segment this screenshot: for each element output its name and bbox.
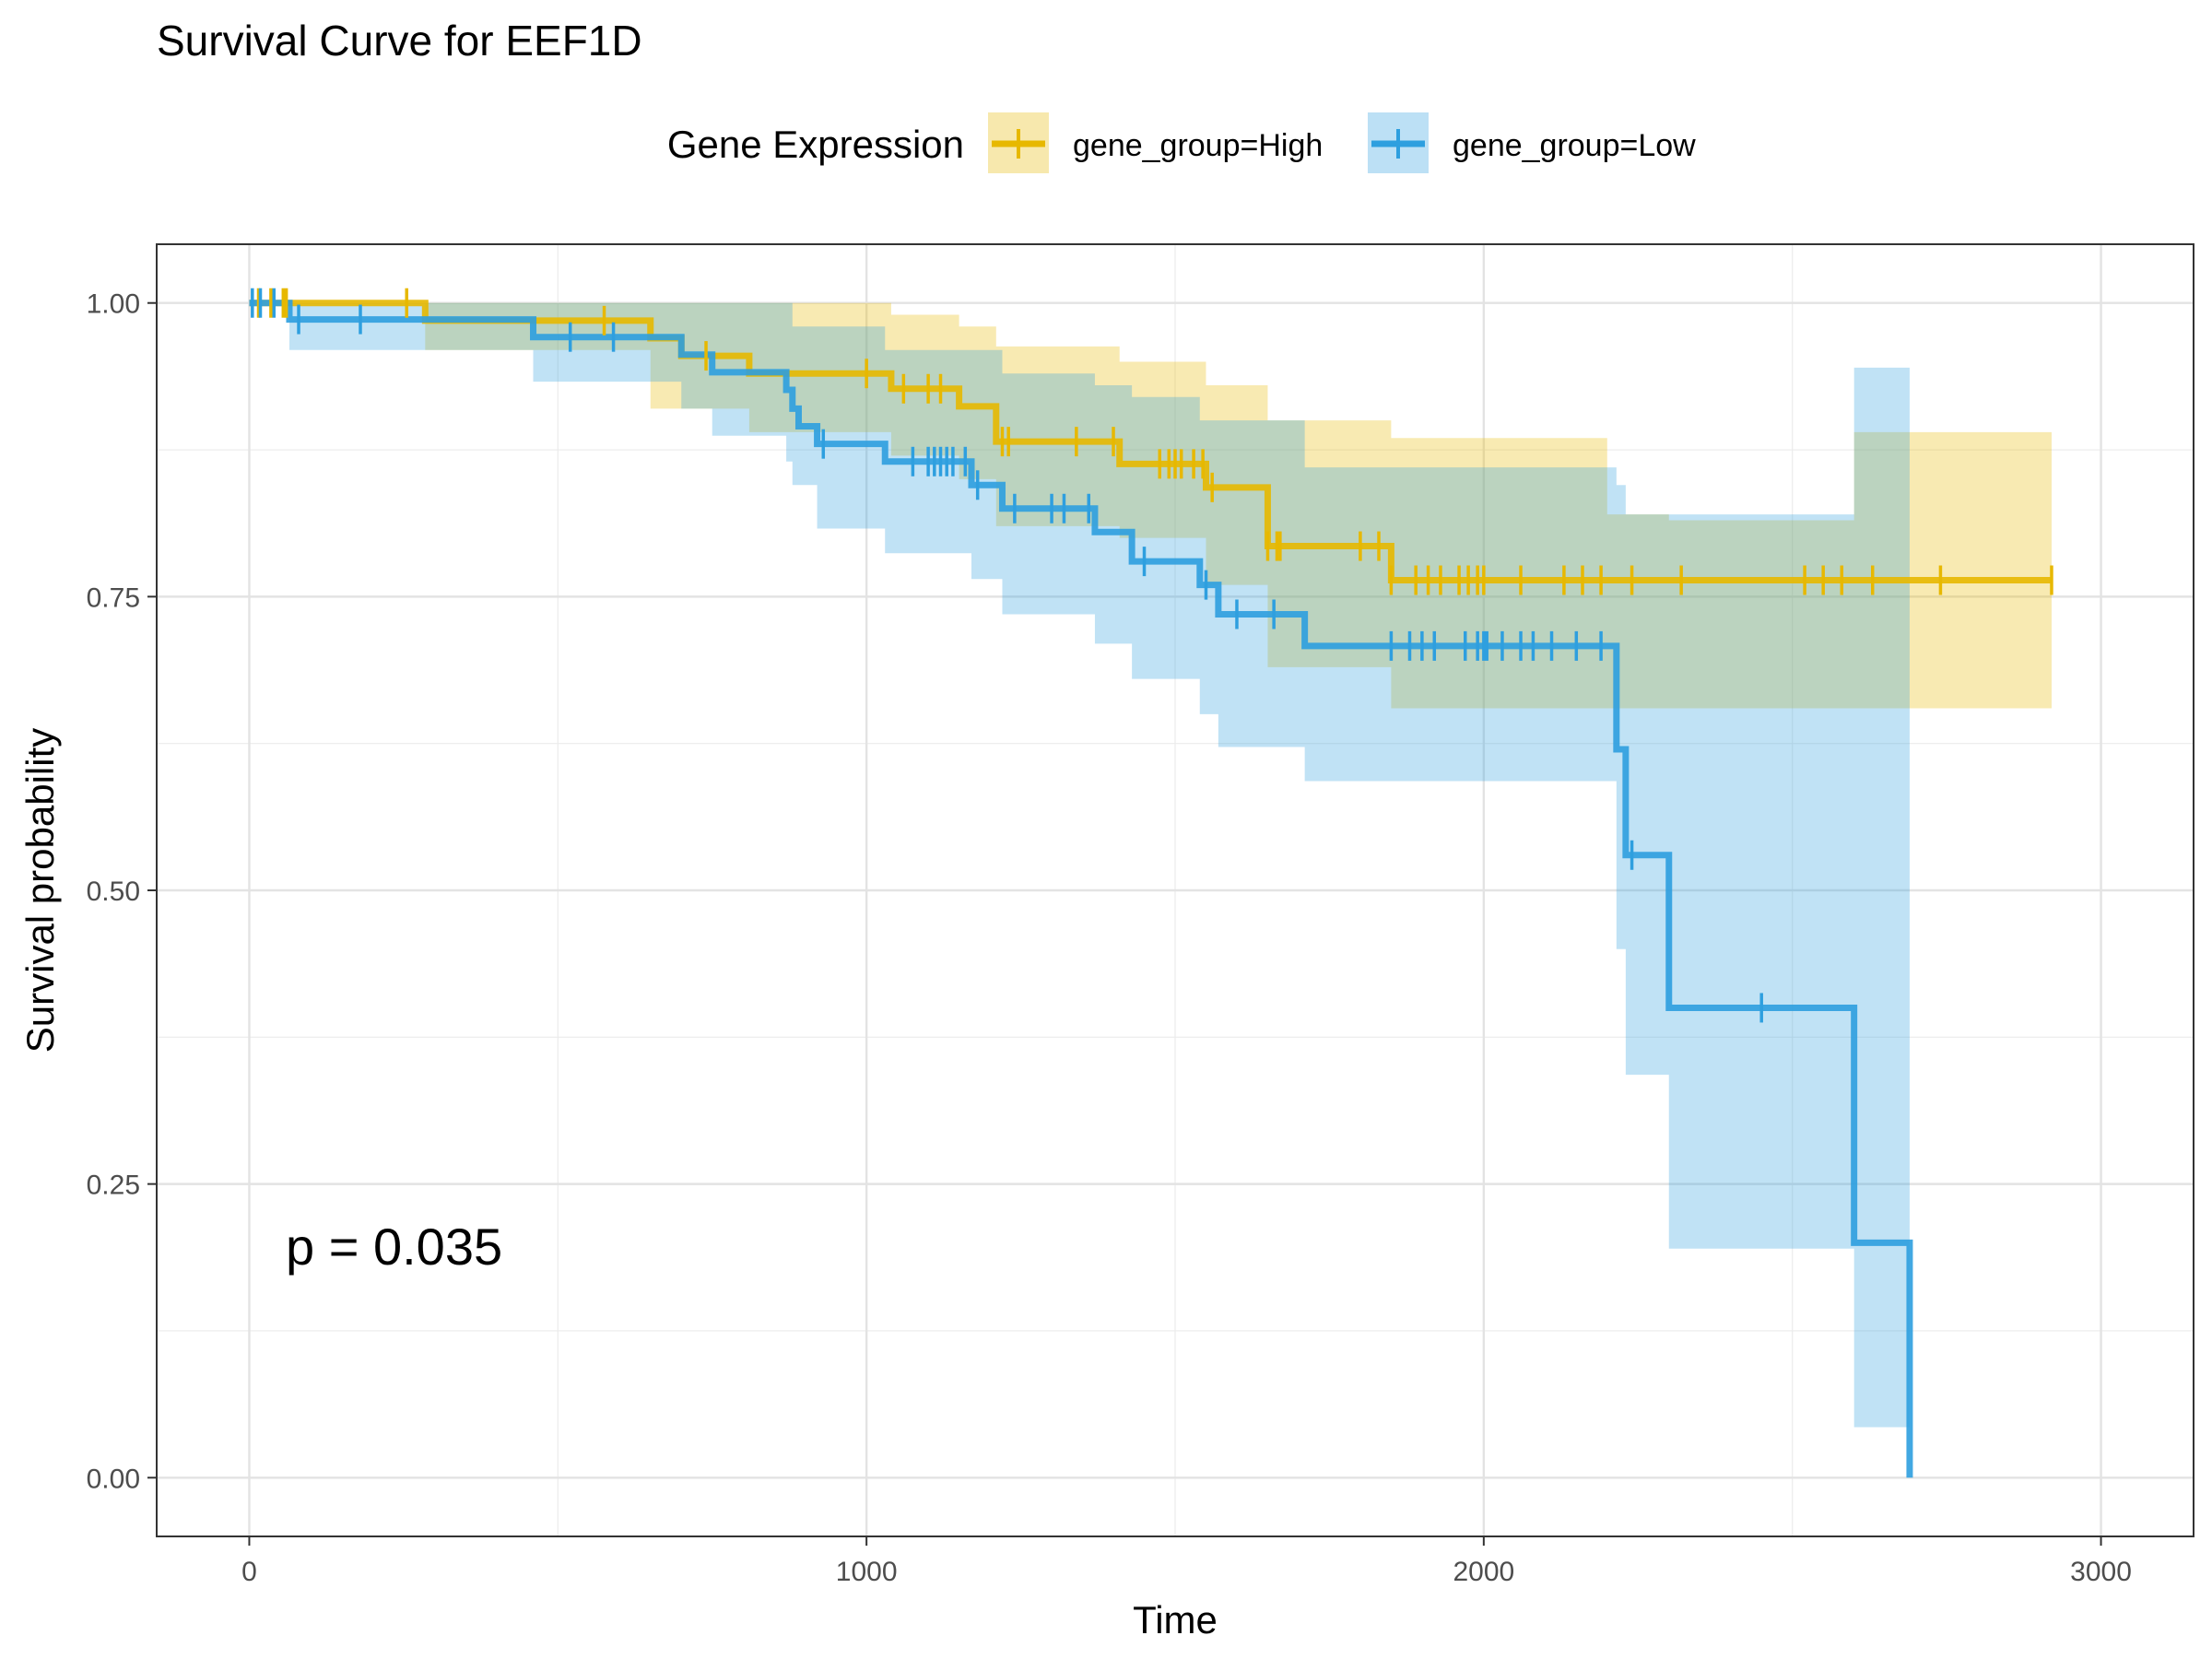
y-tick-label: 0.25 (87, 1171, 140, 1201)
y-tick-label: 1.00 (87, 289, 140, 320)
survival-lines (249, 300, 2052, 1478)
chart-title: Survival Curve for EEF1D (157, 17, 642, 65)
legend-label-high: gene_group=High (1073, 128, 1323, 163)
survival-line-low (249, 300, 1913, 1478)
legend: Gene Expression gene_group=High gene_gro… (667, 112, 1696, 173)
legend-label-low: gene_group=Low (1453, 128, 1696, 163)
y-axis-title: Survival probability (18, 728, 62, 1053)
y-axis: 0.00 0.25 0.50 0.75 1.00 (87, 289, 157, 1494)
x-tick-label: 3000 (2070, 1557, 2132, 1587)
x-axis: 0 1000 2000 3000 (241, 1536, 2132, 1587)
y-tick-label: 0.00 (87, 1464, 140, 1494)
x-tick-label: 1000 (836, 1557, 898, 1587)
y-tick-label: 0.75 (87, 582, 140, 613)
x-tick-label: 0 (241, 1557, 257, 1587)
x-axis-title: Time (1133, 1598, 1218, 1641)
confidence-bands (249, 302, 2052, 1428)
censor-marks (251, 288, 2053, 1023)
p-value-annotation: p = 0.035 (286, 1218, 502, 1276)
confidence-band-high (249, 302, 2052, 709)
y-tick-label: 0.50 (87, 877, 140, 907)
legend-item-high: gene_group=High (988, 112, 1323, 173)
x-tick-label: 2000 (1453, 1557, 1514, 1587)
legend-item-low: gene_group=Low (1368, 112, 1696, 173)
legend-title: Gene Expression (667, 123, 964, 166)
grid (157, 244, 2194, 1536)
confidence-band-low (249, 302, 1910, 1428)
